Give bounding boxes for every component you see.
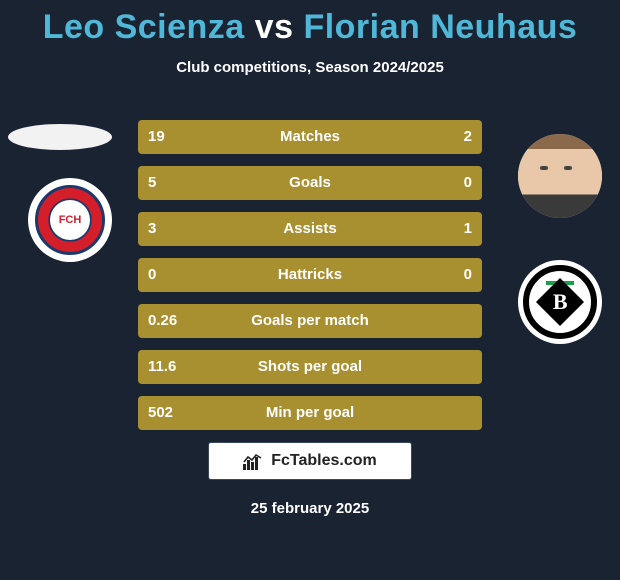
- stat-label: Min per goal: [138, 396, 482, 430]
- stat-label: Matches: [138, 120, 482, 154]
- fch-logo-text: FCH: [50, 200, 90, 240]
- bmg-diamond-icon: B: [536, 278, 584, 326]
- player1-photo: [8, 124, 112, 150]
- stat-row: 502Min per goal: [138, 396, 482, 430]
- brand-text: FcTables.com: [271, 452, 377, 470]
- stat-row: 192Matches: [138, 120, 482, 154]
- stat-label: Goals per match: [138, 304, 482, 338]
- player1-club-logo: FCH: [28, 178, 112, 262]
- vs-text: vs: [255, 8, 294, 46]
- subtitle: Club competitions, Season 2024/2025: [0, 59, 620, 76]
- bmg-logo-icon: B: [523, 265, 597, 339]
- date-line: 25 february 2025: [0, 500, 620, 517]
- stat-label: Assists: [138, 212, 482, 246]
- player2-photo: [518, 134, 602, 218]
- fch-logo-icon: FCH: [35, 185, 105, 255]
- brand-box[interactable]: FcTables.com: [208, 442, 412, 480]
- comparison-title: Leo Scienza vs Florian Neuhaus: [0, 0, 620, 47]
- player1-name: Leo Scienza: [43, 8, 245, 46]
- stat-row: 31Assists: [138, 212, 482, 246]
- stat-row: 50Goals: [138, 166, 482, 200]
- player2-name: Florian Neuhaus: [303, 8, 577, 46]
- stat-row: 11.6Shots per goal: [138, 350, 482, 384]
- bmg-logo-text: B: [553, 289, 568, 315]
- stat-row: 0.26Goals per match: [138, 304, 482, 338]
- stat-label: Hattricks: [138, 258, 482, 292]
- stat-row: 00Hattricks: [138, 258, 482, 292]
- stat-label: Goals: [138, 166, 482, 200]
- stats-area: 192Matches 50Goals 31Assists 00Hattricks 0.2…: [138, 120, 482, 442]
- stat-label: Shots per goal: [138, 350, 482, 384]
- player2-face-icon: [518, 134, 602, 218]
- fctables-icon: [243, 452, 265, 470]
- player2-club-logo: B: [518, 260, 602, 344]
